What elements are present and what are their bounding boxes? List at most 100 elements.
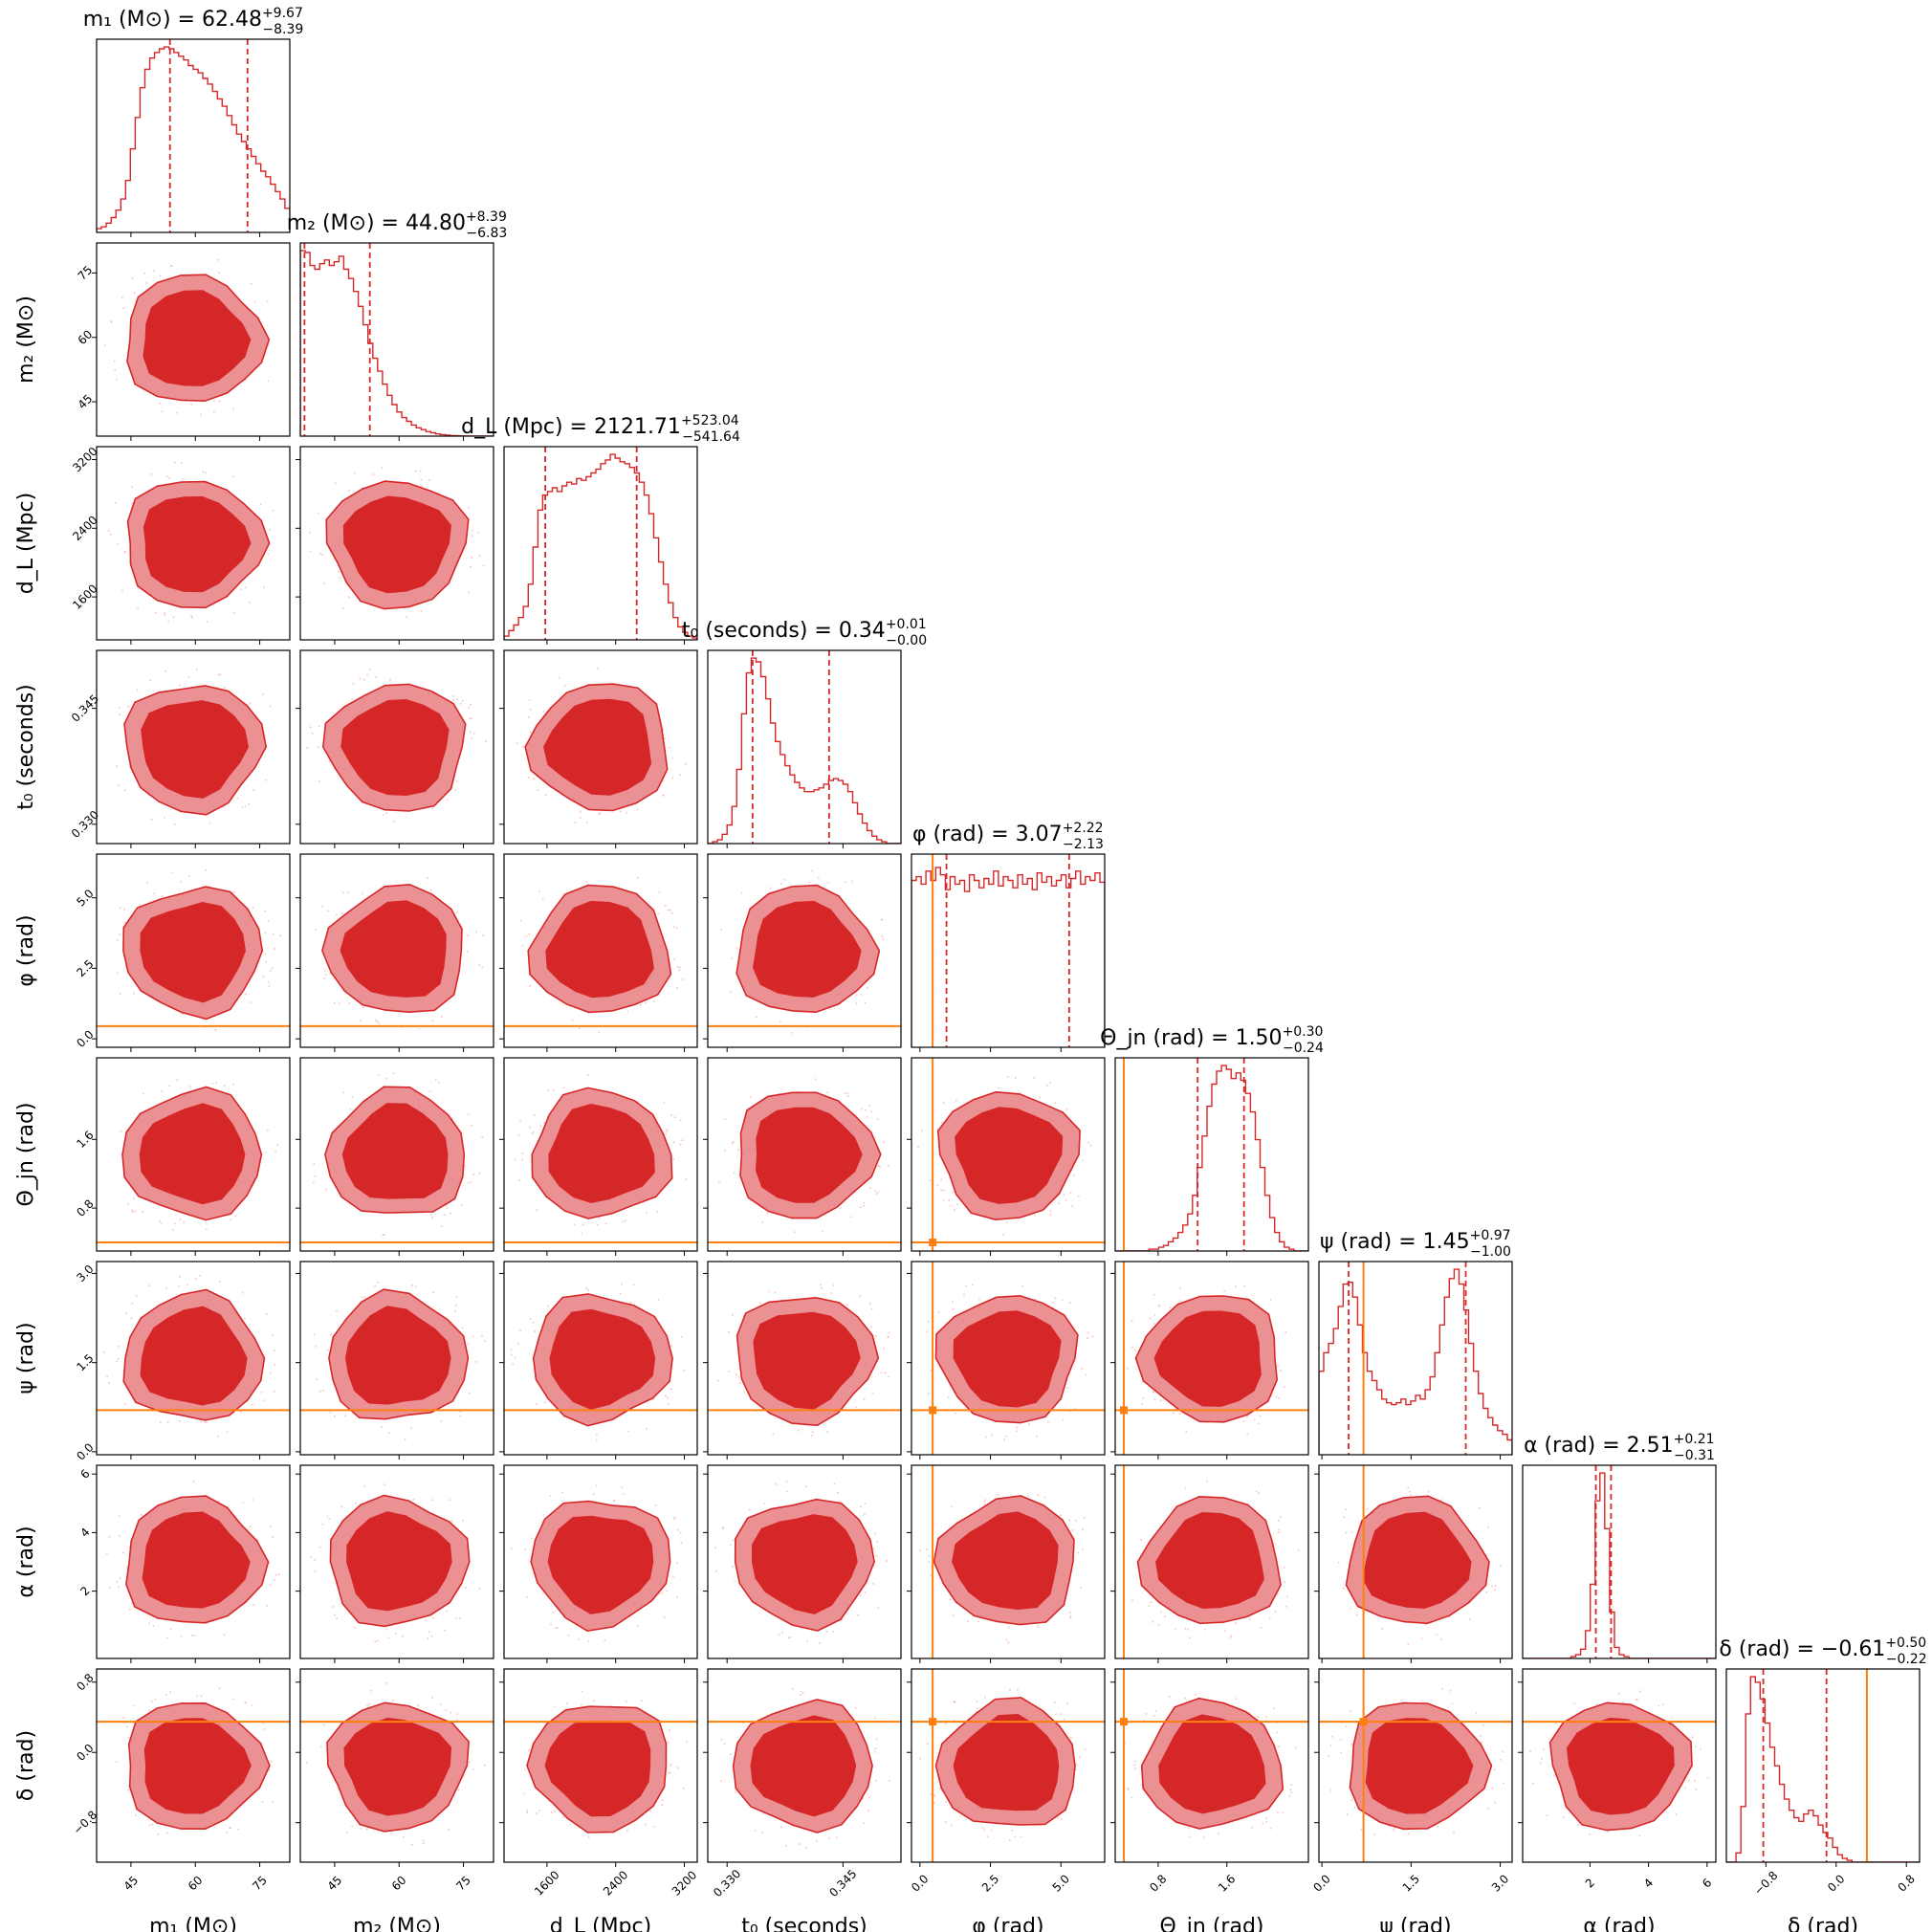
sample-point [1083, 1516, 1086, 1519]
density-contour [953, 1310, 1062, 1408]
sample-point [1063, 1718, 1065, 1721]
sample-point [976, 1707, 978, 1710]
sample-point [1140, 1538, 1142, 1541]
sample-point [811, 869, 813, 872]
sample-point [920, 1130, 923, 1132]
x-axis-label-psi: ψ (rad) [1379, 1915, 1451, 1932]
sample-point [585, 881, 588, 884]
panel-frame [503, 1261, 698, 1456]
sample-point [468, 1392, 471, 1394]
panel-frame [299, 649, 494, 845]
sample-point [249, 702, 252, 705]
sample-point [236, 797, 239, 800]
panel-content [504, 1073, 697, 1244]
sample-point [1440, 1499, 1443, 1502]
sample-point [778, 1634, 780, 1636]
sample-point [849, 1216, 852, 1218]
density-contour [140, 1306, 248, 1406]
y-axis-label-t0: t₀ (seconds) [14, 684, 38, 810]
sample-point [329, 1411, 332, 1414]
sample-point [541, 898, 544, 901]
sample-point [1409, 1494, 1412, 1497]
sample-point [1262, 1822, 1264, 1825]
panel-content [300, 877, 494, 1030]
sample-point [1573, 1702, 1576, 1704]
sample-point [242, 1502, 245, 1504]
panel-content [516, 668, 687, 824]
sample-point [1054, 1297, 1057, 1300]
sample-point [263, 586, 265, 589]
sample-point [538, 889, 541, 892]
sample-point [354, 1626, 357, 1629]
sample-point [213, 400, 216, 403]
sample-point [209, 822, 211, 824]
sample-point [1133, 1349, 1136, 1351]
sample-point [114, 368, 117, 371]
density-contour [141, 700, 250, 799]
panel-frame [707, 1057, 902, 1252]
sample-point [669, 1765, 671, 1767]
sample-point [381, 1426, 384, 1429]
density-contour [340, 698, 450, 797]
sample-point [443, 1629, 446, 1632]
sample-point [1343, 1516, 1346, 1519]
sample-point [717, 1180, 720, 1183]
sample-point [598, 1217, 601, 1219]
sample-point [1007, 1641, 1010, 1644]
sample-point [467, 933, 469, 936]
sample-point [779, 1021, 781, 1023]
sample-point [1596, 1702, 1599, 1705]
sample-point [652, 1826, 655, 1829]
sample-point [1007, 1626, 1010, 1629]
sample-point [871, 1392, 874, 1394]
sample-point [252, 1604, 255, 1607]
sample-point [481, 1136, 484, 1138]
sample-point [180, 880, 183, 883]
panel-frame [503, 649, 698, 845]
sample-point [461, 699, 464, 702]
sample-point [1235, 1285, 1237, 1288]
sample-point [884, 1372, 887, 1374]
sample-point [528, 933, 531, 935]
sample-point [966, 1620, 969, 1623]
sample-point [883, 1347, 885, 1350]
panel-content [708, 1078, 901, 1244]
sample-point [351, 1096, 354, 1099]
sample-point [656, 1211, 659, 1214]
panel-phi-alpha [907, 1464, 1106, 1663]
sample-point [181, 1013, 184, 1016]
sample-point [1500, 1758, 1503, 1761]
sample-point [218, 1281, 221, 1283]
sample-point [731, 1142, 734, 1145]
sample-point [875, 1334, 877, 1337]
panel-frame [1318, 1464, 1513, 1659]
sample-point [868, 1104, 871, 1107]
density-contour [755, 1107, 863, 1203]
sample-point [384, 1483, 386, 1486]
sample-point [664, 904, 667, 907]
sample-point [860, 993, 863, 996]
panel-content [1319, 1669, 1512, 1862]
sample-point [232, 890, 235, 893]
sample-point [951, 1301, 954, 1304]
x-tick-label: 0.0 [1825, 1872, 1847, 1894]
sample-point [1494, 1589, 1497, 1592]
x-axis-label-delta: δ (rad) [1788, 1915, 1858, 1932]
sample-point [148, 1284, 150, 1287]
sample-point [1179, 1300, 1182, 1303]
sample-point [414, 1285, 417, 1288]
panel-m1-delta: 45 60 75−0.80.00.8 [71, 1668, 291, 1893]
sample-point [769, 887, 772, 889]
sample-point [159, 402, 162, 405]
sample-point [998, 1087, 1000, 1089]
sample-point [1350, 1607, 1352, 1610]
sample-point [672, 1158, 675, 1161]
panel-content [504, 876, 697, 1033]
sample-point [336, 1309, 338, 1312]
panel-frame [707, 1261, 902, 1456]
sample-point [1243, 1284, 1246, 1287]
sample-point [676, 986, 679, 989]
sample-point [669, 1771, 671, 1774]
sample-point [670, 1388, 672, 1391]
sample-point [232, 1083, 235, 1086]
